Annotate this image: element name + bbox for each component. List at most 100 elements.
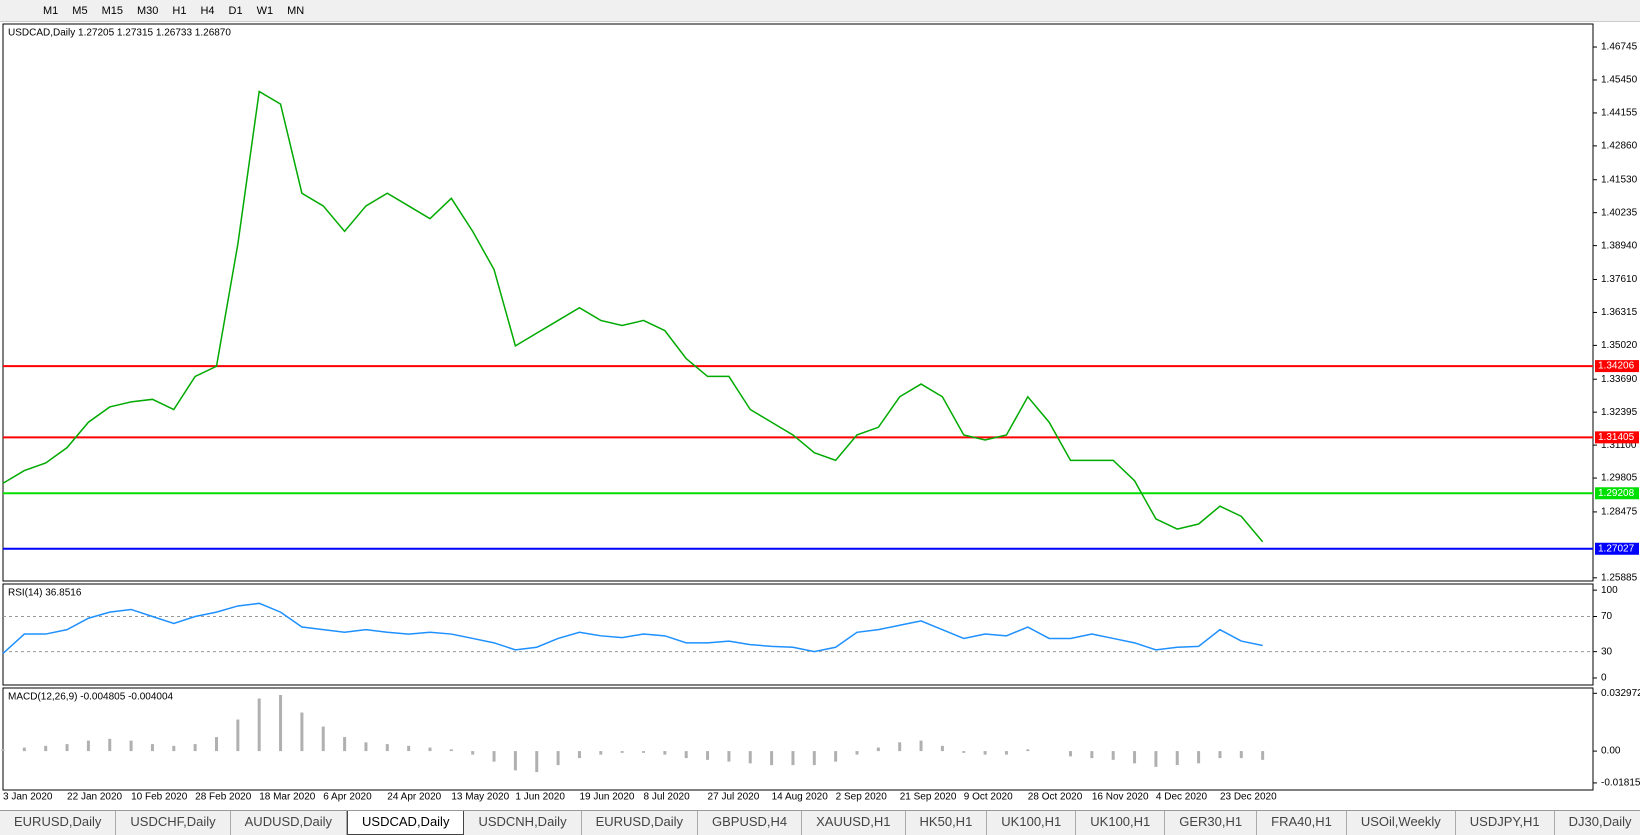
histogram-bar [257,698,261,752]
x-tick-label: 19 Jun 2020 [579,792,634,803]
y-tick-label: 1.35020 [1601,340,1638,351]
histogram-bar [748,751,752,764]
histogram-bar [279,695,283,752]
y-tick-label: -0.018154 [1601,778,1640,789]
chart-tab[interactable]: USDCNH,Daily [464,811,582,835]
chart-tab[interactable]: HK50,H1 [906,811,988,835]
panel-frame [2,583,1594,686]
chart-tab[interactable]: EURUSD,Daily [582,811,698,835]
x-tick-label: 4 Dec 2020 [1156,792,1208,803]
x-tick-label: 13 May 2020 [451,792,509,803]
chart-tab[interactable]: AUDUSD,Daily [231,811,348,835]
y-tick-label: 1.32395 [1601,407,1638,418]
series-line [2,90,1264,543]
price-label: 1.27027 [1598,543,1635,554]
y-tick-label: 0 [1601,673,1607,684]
chart-tab[interactable]: GER30,H1 [1165,811,1258,835]
y-tick-label: 1.44155 [1601,108,1638,119]
chart-tab[interactable]: XAUUSD,H1 [802,811,906,835]
y-tick-label: 70 [1601,611,1613,622]
y-tick-label: 1.25885 [1601,572,1638,583]
histogram-bar [22,747,26,752]
histogram-bar [684,751,688,759]
price-label: 1.29208 [1598,488,1635,499]
timeframe-button[interactable]: M30 [136,4,159,17]
price-label-bg [1595,431,1639,444]
histogram-bar [791,751,795,766]
chart-tab[interactable]: DJ30,Daily [1555,811,1640,835]
series-line [2,602,1263,654]
y-tick-label: 1.38940 [1601,240,1638,251]
histogram-bar [492,751,496,762]
timeframe-button[interactable]: H1 [172,4,187,17]
chart-tab[interactable]: EURUSD,Daily [0,811,117,835]
histogram-bar [940,745,944,752]
chart-tab[interactable]: USDCAD,Daily [347,811,465,835]
timeframe-button[interactable]: MN [287,4,305,17]
histogram-bar [642,751,645,753]
chart-tab[interactable]: USOil,Weekly [1347,811,1456,835]
x-tick-label: 3 Jan 2020 [3,792,53,803]
y-tick-label: 0.00 [1601,746,1621,757]
price-label-bg [1595,360,1639,373]
x-tick-label: 28 Feb 2020 [195,792,252,803]
y-tick-label: 1.41530 [1601,174,1638,185]
histogram-bar [663,751,667,755]
y-tick-label: 1.46745 [1601,42,1638,53]
chart-tab[interactable]: FRA40,H1 [1257,811,1347,835]
y-tick-label: 100 [1601,585,1618,596]
chart-tab[interactable]: UK100,H1 [1076,811,1166,835]
panel-title: MACD(12,26,9) -0.004805 -0.004004 [8,692,174,703]
histogram-bar [812,751,816,766]
y-tick-label: 1.31100 [1601,440,1637,451]
histogram-bar [471,751,475,755]
histogram-bar [172,745,176,752]
histogram-bar [834,751,838,762]
histogram-bar [599,751,603,755]
x-tick-label: 22 Jan 2020 [67,792,122,803]
price-label-bg [1595,542,1639,555]
histogram-bar [1090,751,1094,759]
timeframe-button[interactable]: M5 [72,4,88,17]
chart-tab[interactable]: GBPUSD,H4 [698,811,803,835]
histogram-bar [962,751,966,753]
histogram-bar [193,744,197,752]
chart-tab[interactable]: USDCHF,Daily [116,811,231,835]
y-tick-label: 1.37610 [1601,274,1638,285]
histogram-bar [577,751,581,759]
histogram-bar [876,747,880,752]
toolbar: M1 M5 M15 M30 H1 H4 D1 W1 MN [0,0,1640,22]
x-tick-label: 28 Oct 2020 [1028,792,1083,803]
x-tick-label: 8 Jul 2020 [644,792,691,803]
x-tick-label: 6 Apr 2020 [323,792,372,803]
x-tick-label: 24 Apr 2020 [387,792,441,803]
histogram-bar [150,744,154,752]
x-tick-label: 14 Aug 2020 [772,792,829,803]
histogram-bar [1154,751,1158,767]
x-tick-label: 2 Sep 2020 [836,792,888,803]
histogram-bar [215,737,218,752]
histogram-bar [983,751,987,755]
x-tick-label: 23 Dec 2020 [1220,792,1277,803]
panel-title: RSI(14) 36.8516 [8,588,82,599]
histogram-bar [44,745,48,752]
histogram-bar [1197,751,1201,764]
x-tick-label: 9 Oct 2020 [964,792,1013,803]
x-tick-label: 18 Mar 2020 [259,792,316,803]
y-tick-label: 1.29805 [1601,473,1638,484]
histogram-bar [1175,751,1179,766]
timeframe-button[interactable]: H4 [200,4,215,17]
y-tick-label: 1.36315 [1601,307,1638,318]
timeframe-button[interactable]: M15 [101,4,123,17]
timeframe-button[interactable]: D1 [228,4,243,17]
timeframe-button[interactable]: M1 [43,4,59,17]
chart-tab[interactable]: UK100,H1 [987,811,1077,835]
histogram-bar [1,749,5,752]
price-label: 1.31405 [1598,432,1635,443]
timeframe-button[interactable]: W1 [256,4,274,17]
histogram-bar [236,719,240,752]
chart-tab[interactable]: USDJPY,H1 [1456,811,1555,835]
x-tick-label: 10 Feb 2020 [131,792,188,803]
histogram-bar [108,738,112,752]
